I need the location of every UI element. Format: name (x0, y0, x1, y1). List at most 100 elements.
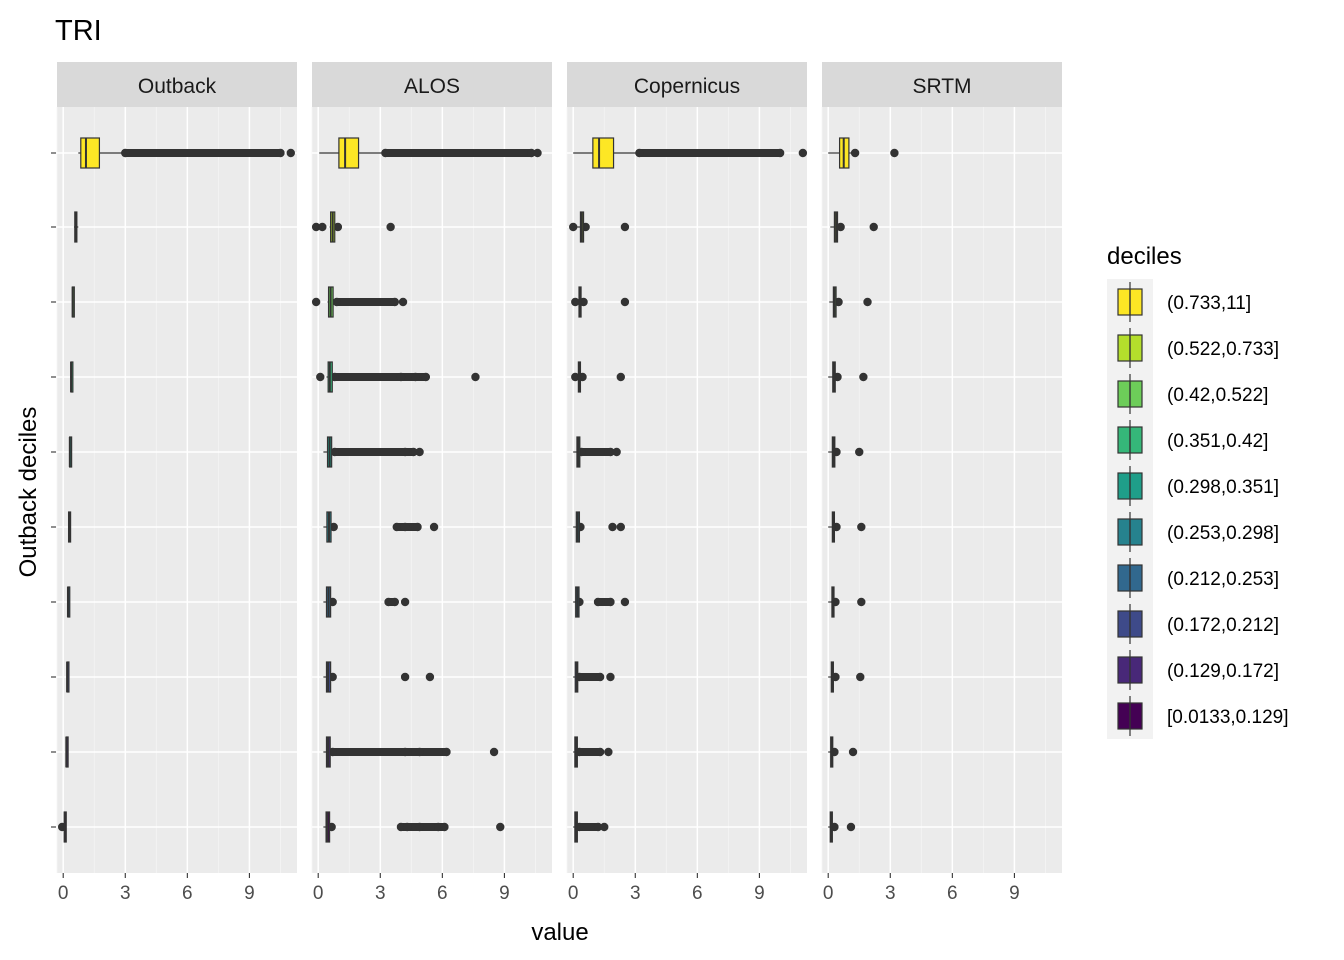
legend-label: (0.351,0.42] (1167, 431, 1268, 452)
legend-entry-2: (0.42,0.522] (1107, 371, 1268, 417)
panel-srtm: SRTM 0 3 6 9 (821, 62, 1062, 904)
outlier-point (396, 372, 406, 382)
outlier-point (442, 747, 451, 757)
x-axis-title: value (531, 919, 588, 946)
outlier-point (400, 447, 410, 457)
outlier-point (471, 372, 480, 382)
outlier-point (620, 222, 630, 232)
outlier-point (316, 372, 325, 382)
outlier-point (429, 522, 439, 532)
outlier-point (400, 522, 410, 532)
outlier-point (859, 372, 868, 382)
facet-panels: Outback 0 3 6 9 ALOS 0 3 6 9 Copernicus 0 3 6 9 SRTM 0 3 6… (56, 62, 1062, 904)
box-1 (65, 736, 69, 768)
box-6 (828, 361, 868, 393)
x-tick-label: 6 (692, 883, 703, 904)
outlier-point (569, 222, 578, 232)
outlier-point (533, 148, 542, 158)
box-4 (828, 511, 866, 543)
outlier-point (869, 222, 878, 232)
box-4 (67, 511, 72, 543)
box-9 (828, 137, 899, 169)
outlier-point (856, 672, 865, 682)
outlier-point (857, 597, 866, 607)
panel-outback: Outback 0 3 6 9 (56, 62, 297, 904)
y-axis (51, 152, 56, 828)
box-0 (828, 811, 856, 843)
outlier-point (600, 822, 609, 832)
legend-label: (0.172,0.212] (1167, 615, 1279, 636)
box-2 (66, 661, 70, 693)
outlier-point (527, 148, 536, 158)
legend-entry-3: (0.351,0.42] (1107, 417, 1268, 463)
legend-label: (0.212,0.253] (1167, 569, 1279, 590)
outlier-point (286, 148, 295, 158)
box-8 (73, 211, 79, 243)
box-6 (70, 361, 74, 393)
legend-label: (0.298,0.351] (1167, 477, 1279, 498)
x-tick-label: 3 (885, 883, 896, 904)
outlier-point (400, 597, 410, 607)
box-1 (828, 736, 858, 768)
x-tick-label: 0 (313, 883, 324, 904)
box-3 (323, 586, 410, 618)
x-tick-label: 0 (823, 883, 834, 904)
outlier-point (571, 372, 580, 382)
strip-label-srtm: SRTM (912, 75, 971, 98)
x-tick-label: 3 (630, 883, 641, 904)
outlier-point (606, 672, 615, 682)
outlier-point (606, 447, 615, 457)
panel-background (822, 107, 1062, 873)
box-5 (68, 436, 73, 468)
legend: deciles (0.733,11] (0.522,0.733] (0.42,0.5… (1107, 243, 1289, 739)
box-5 (323, 436, 424, 468)
outlier-point (848, 747, 858, 757)
box-body (592, 137, 615, 169)
box-1 (573, 736, 613, 768)
outlier-point (381, 148, 390, 158)
box-0 (573, 811, 609, 843)
outlier-point (413, 522, 422, 532)
legend-label: (0.253,0.298] (1167, 523, 1279, 544)
box-2 (323, 661, 435, 693)
panel-background (57, 107, 297, 873)
box-9 (319, 137, 542, 169)
box-8 (830, 211, 878, 243)
box-2 (828, 661, 865, 693)
panel-background (312, 107, 552, 873)
outlier-point (333, 222, 343, 232)
legend-entry-5: (0.253,0.298] (1107, 509, 1279, 555)
strip-background (822, 62, 1062, 107)
outlier-point (836, 222, 845, 232)
x-tick-label: 9 (244, 883, 255, 904)
box-9 (78, 137, 295, 169)
strip-label-alos: ALOS (404, 75, 460, 98)
strip-label-outback: Outback (138, 75, 217, 98)
box-8 (569, 211, 630, 243)
outlier-point (396, 822, 406, 832)
x-tick-label: 9 (754, 883, 765, 904)
box-4 (323, 511, 439, 543)
outlier-point (415, 447, 424, 457)
outlier-point (863, 297, 872, 307)
outlier-point (311, 297, 321, 307)
outlier-point (496, 822, 505, 832)
outlier-point (798, 148, 808, 158)
box-7 (311, 286, 408, 318)
panel-alos: ALOS 0 3 6 9 (311, 62, 552, 904)
legend-label: (0.522,0.733] (1167, 339, 1279, 360)
outlier-point (276, 148, 285, 158)
outlier-point (384, 597, 393, 607)
outlier-point (593, 822, 603, 832)
outlier-point (421, 372, 430, 382)
outlier-point (318, 222, 327, 232)
box-3 (573, 586, 630, 618)
box-5 (828, 436, 864, 468)
box-2 (573, 661, 615, 693)
box-3 (66, 586, 71, 618)
outlier-point (392, 522, 402, 532)
x-tick-label: 0 (568, 883, 579, 904)
legend-entry-4: (0.298,0.351] (1107, 463, 1279, 509)
panel-background (567, 107, 807, 873)
outlier-point (489, 747, 499, 757)
